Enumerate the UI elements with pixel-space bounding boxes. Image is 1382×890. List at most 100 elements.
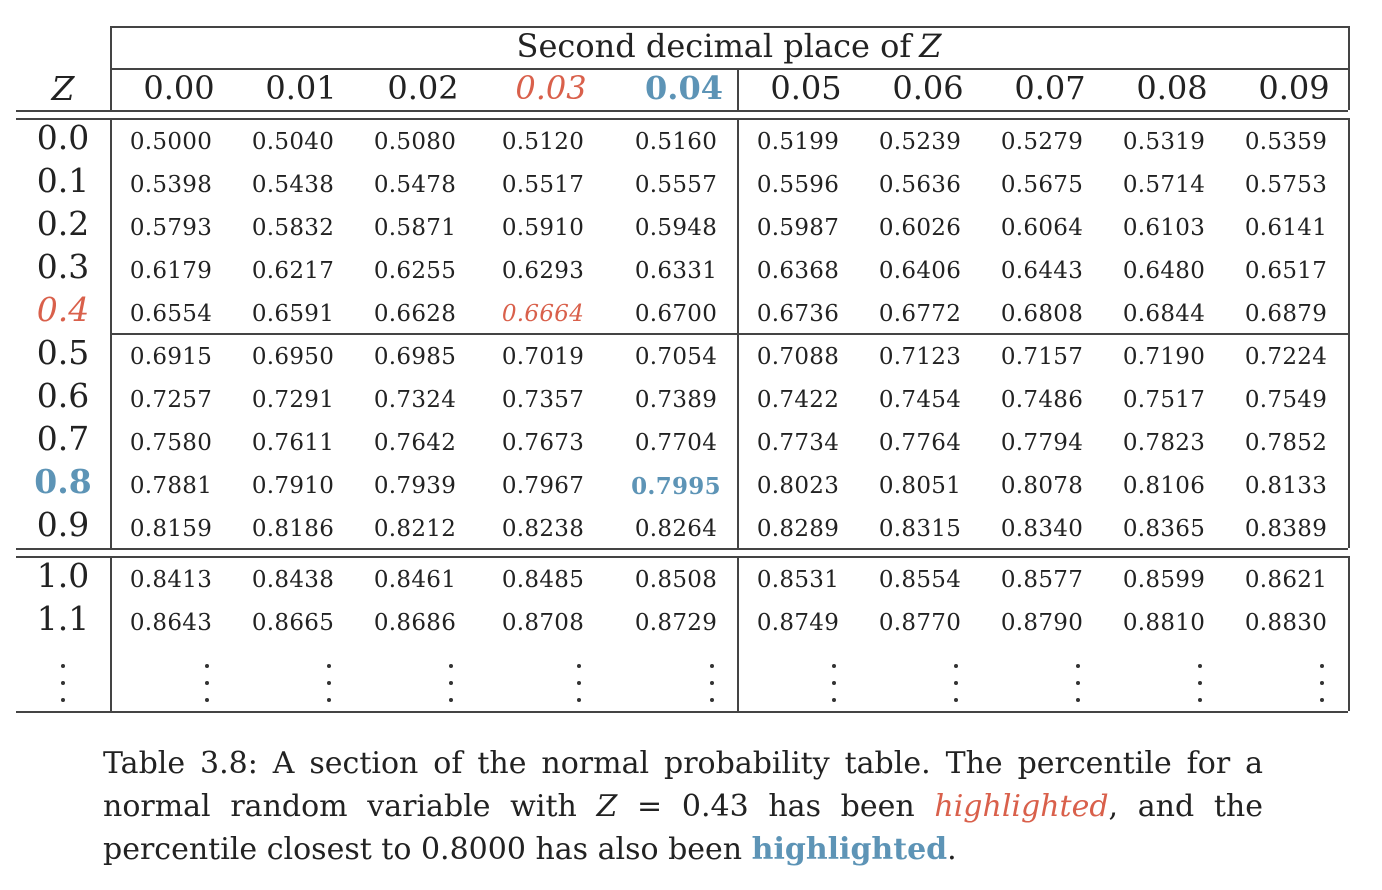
table-cell: 0.8554 bbox=[878, 567, 962, 593]
table-cell: 0.8315 bbox=[878, 516, 962, 542]
ellipsis-column-7 bbox=[1073, 664, 1083, 702]
table-cell: 0.6517 bbox=[1244, 258, 1328, 284]
ellipsis-dot bbox=[954, 698, 958, 702]
column-header-0-04: 0.04 bbox=[645, 69, 723, 107]
table-cell: 0.5714 bbox=[1122, 172, 1206, 198]
table-cell: 0.7357 bbox=[501, 387, 585, 413]
table-cell: 0.6026 bbox=[878, 215, 962, 241]
table-cell: 0.8790 bbox=[1000, 610, 1084, 636]
table-cell: 0.8461 bbox=[373, 567, 457, 593]
rule-group-1 bbox=[110, 333, 1348, 335]
ellipsis-dot bbox=[327, 681, 331, 685]
table-cell: 0.8686 bbox=[373, 610, 457, 636]
rule-v-mid-body bbox=[737, 118, 739, 548]
rule-v-z-tail bbox=[110, 556, 112, 711]
rule-header-mid bbox=[110, 68, 1348, 70]
rule-group-2b bbox=[16, 556, 1348, 558]
table-cell: 0.8770 bbox=[878, 610, 962, 636]
ellipsis-column-6 bbox=[951, 664, 961, 702]
table-cell: 0.7852 bbox=[1244, 430, 1328, 456]
table-cell: 0.5987 bbox=[756, 215, 840, 241]
row-header-0-8: 0.8 bbox=[34, 461, 92, 501]
table-cell: 0.7580 bbox=[129, 430, 213, 456]
table-cell: 0.5359 bbox=[1244, 129, 1328, 155]
table-cell: 0.8078 bbox=[1000, 473, 1084, 499]
ellipsis-column-3 bbox=[574, 664, 584, 702]
rule-v-mid-tail bbox=[737, 556, 739, 711]
table-cell: 0.7422 bbox=[756, 387, 840, 413]
ellipsis-dot bbox=[832, 698, 836, 702]
table-cell: 0.6808 bbox=[1000, 301, 1084, 327]
table-cell: 0.7486 bbox=[1000, 387, 1084, 413]
table-cell: 0.6628 bbox=[373, 301, 457, 327]
table-cell: 0.6772 bbox=[878, 301, 962, 327]
table-cell: 0.8665 bbox=[251, 610, 335, 636]
column-header-0-02: 0.02 bbox=[387, 69, 459, 107]
row-header-0-5: 0.5 bbox=[36, 332, 90, 372]
row-header-0-9: 0.9 bbox=[36, 504, 90, 544]
ellipsis-dot bbox=[449, 698, 453, 702]
table-cell: 0.8830 bbox=[1244, 610, 1328, 636]
row-header-0-0: 0.0 bbox=[36, 117, 90, 157]
table-cell: 0.6844 bbox=[1122, 301, 1206, 327]
row-header-0-1: 0.1 bbox=[36, 160, 90, 200]
table-cell: 0.6736 bbox=[756, 301, 840, 327]
rule-v-mid-header bbox=[737, 68, 739, 110]
table-cell: 0.5000 bbox=[129, 129, 213, 155]
row-header-0-3: 0.3 bbox=[36, 246, 90, 286]
table-cell: 0.8599 bbox=[1122, 567, 1206, 593]
table-cell: 0.6443 bbox=[1000, 258, 1084, 284]
table-cell: 0.6406 bbox=[878, 258, 962, 284]
table-cell: 0.7019 bbox=[501, 344, 585, 370]
table-cell: 0.6480 bbox=[1122, 258, 1206, 284]
header-group-title-text: Second decimal place of bbox=[516, 27, 912, 65]
table-cell: 0.7642 bbox=[373, 430, 457, 456]
table-cell: 0.8708 bbox=[501, 610, 585, 636]
table-cell: 0.6591 bbox=[251, 301, 335, 327]
ellipsis-column-4 bbox=[707, 664, 717, 702]
table-cell: 0.7454 bbox=[878, 387, 962, 413]
table-cell: 0.8508 bbox=[634, 567, 718, 593]
row-header-1-1: 1.1 bbox=[36, 598, 90, 638]
row-header-0-7: 0.7 bbox=[36, 418, 90, 458]
ellipsis-dot bbox=[577, 681, 581, 685]
table-cell: 0.6331 bbox=[634, 258, 718, 284]
ellipsis-dot bbox=[1076, 698, 1080, 702]
rule-bottom bbox=[16, 711, 1348, 713]
caption-part2: = 0.43 has been bbox=[617, 789, 935, 824]
rule-group-2a bbox=[16, 548, 1348, 550]
table-cell: 0.8810 bbox=[1122, 610, 1206, 636]
caption-blue-highlight: highlighted bbox=[751, 832, 948, 867]
table-cell: 0.5910 bbox=[501, 215, 585, 241]
caption-part1: Table 3.8: A section of the normal proba… bbox=[103, 746, 1263, 824]
table-cell: 0.6879 bbox=[1244, 301, 1328, 327]
table-cell: 0.8389 bbox=[1244, 516, 1328, 542]
caption-part4: . bbox=[947, 832, 957, 867]
ellipsis-dot bbox=[1320, 664, 1324, 668]
table-caption: Table 3.8: A section of the normal proba… bbox=[103, 742, 1263, 871]
table-cell: 0.7967 bbox=[501, 473, 585, 499]
row-header-0-2: 0.2 bbox=[36, 203, 90, 243]
table-cell: 0.5793 bbox=[129, 215, 213, 241]
rule-v-z-body bbox=[110, 118, 112, 548]
ellipsis-dot bbox=[449, 681, 453, 685]
table-cell: 0.5199 bbox=[756, 129, 840, 155]
table-cell: 0.7611 bbox=[251, 430, 335, 456]
table-cell: 0.5438 bbox=[251, 172, 335, 198]
ellipsis-column-0 bbox=[202, 664, 212, 702]
ellipsis-dot bbox=[832, 664, 836, 668]
table-cell: 0.5040 bbox=[251, 129, 335, 155]
table-cell: 0.8186 bbox=[251, 516, 335, 542]
table-cell: 0.7257 bbox=[129, 387, 213, 413]
ellipsis-dot bbox=[710, 681, 714, 685]
table-cell: 0.7823 bbox=[1122, 430, 1206, 456]
table-cell: 0.5832 bbox=[251, 215, 335, 241]
ellipsis-dot bbox=[205, 664, 209, 668]
table-cell: 0.7704 bbox=[634, 430, 718, 456]
column-header-0-03: 0.03 bbox=[515, 69, 587, 107]
table-cell: 0.8749 bbox=[756, 610, 840, 636]
table-cell: 0.8438 bbox=[251, 567, 335, 593]
table-cell: 0.5120 bbox=[501, 129, 585, 155]
ellipsis-column-2 bbox=[446, 664, 456, 702]
row-header-0-6: 0.6 bbox=[36, 375, 90, 415]
